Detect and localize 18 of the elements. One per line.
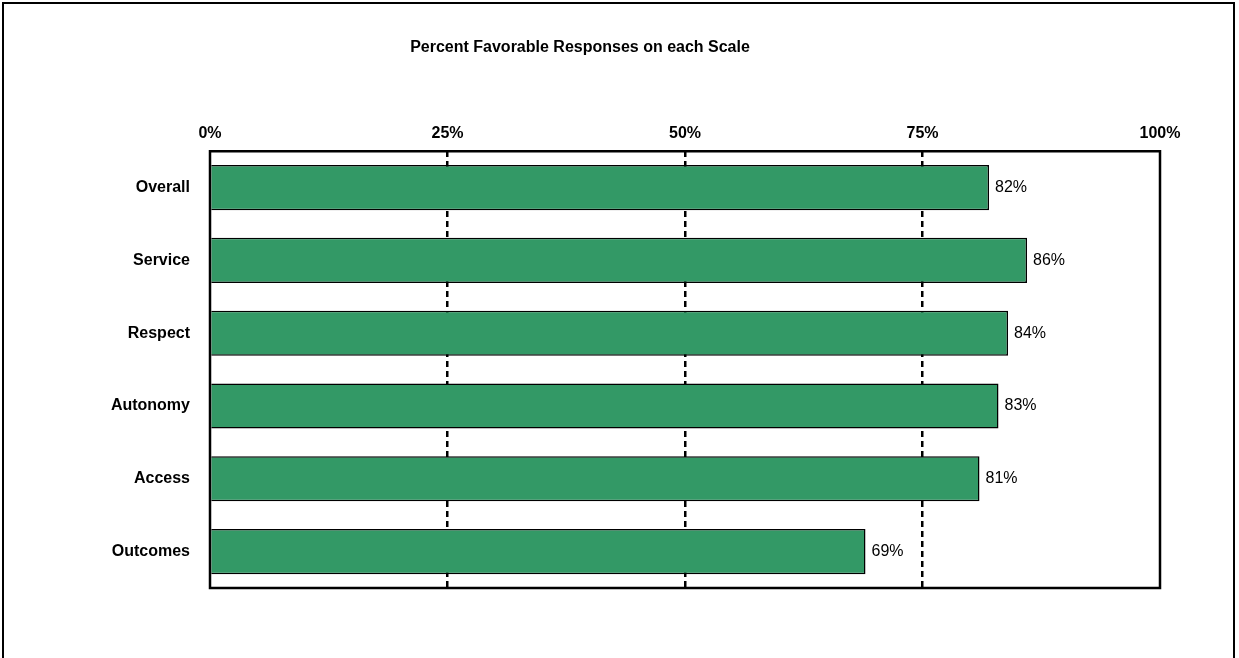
y-tick-label: Respect — [127, 323, 191, 341]
y-tick-label: Access — [133, 469, 191, 487]
x-tick-label: 100% — [1139, 124, 1181, 142]
y-tick-label: Service — [133, 250, 191, 268]
data-label: 86% — [1033, 250, 1066, 268]
data-label: 83% — [1004, 396, 1037, 414]
y-tick-label: Autonomy — [110, 396, 191, 414]
x-tick-label: 50% — [668, 124, 702, 142]
x-tick-label: 75% — [906, 124, 939, 142]
data-label: 82% — [995, 178, 1028, 196]
data-label: 84% — [1014, 323, 1047, 341]
chart-title: Percent Favorable Responses on each Scale — [410, 38, 750, 56]
data-label: 81% — [985, 469, 1018, 487]
y-tick-label: Outcomes — [111, 542, 191, 560]
y-tick-label: Overall — [135, 178, 190, 196]
data-label: 69% — [871, 542, 904, 560]
x-tick-label: 0% — [198, 124, 222, 142]
x-tick-label: 25% — [431, 124, 464, 142]
